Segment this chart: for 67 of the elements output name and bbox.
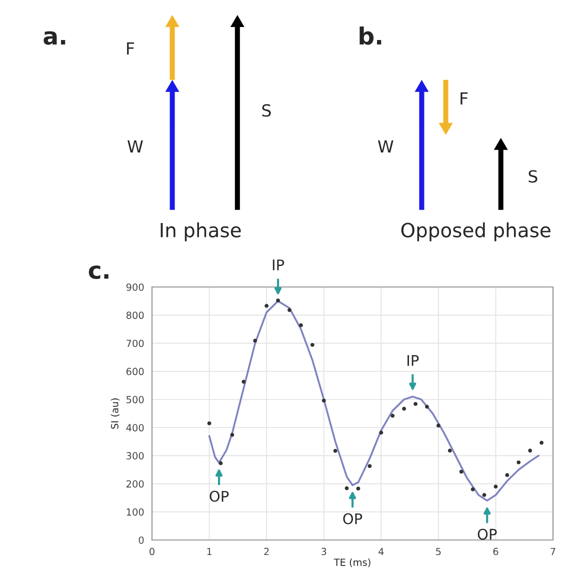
point xyxy=(436,424,440,428)
y-tick-label: 200 xyxy=(126,480,144,488)
text: F xyxy=(127,42,134,55)
annotation: IP xyxy=(272,260,284,270)
y-tick-label: 500 xyxy=(126,396,144,404)
point xyxy=(482,493,486,497)
point xyxy=(505,473,510,478)
text: Opposed phase xyxy=(401,222,550,242)
y-tick-label: 300 xyxy=(126,452,144,460)
annotation: IP xyxy=(408,355,419,366)
point xyxy=(207,421,212,426)
x-tick-label: 7 xyxy=(550,548,556,556)
annotation: OP xyxy=(343,513,362,524)
point xyxy=(298,323,303,328)
annotation: OP xyxy=(478,528,497,540)
point xyxy=(516,460,521,464)
y-tick-label: 600 xyxy=(126,368,144,376)
line-series xyxy=(208,300,540,502)
text: S xyxy=(262,104,271,117)
y-tick-label: 100 xyxy=(126,508,144,516)
text: F xyxy=(460,92,468,105)
text: W xyxy=(128,140,143,152)
y-tick-label: 0 xyxy=(138,536,144,544)
point xyxy=(379,430,384,435)
point xyxy=(494,484,498,489)
text: W xyxy=(378,140,394,152)
point xyxy=(264,304,269,308)
point xyxy=(276,298,280,302)
point xyxy=(402,406,406,411)
y-tick-label: 800 xyxy=(126,312,144,319)
point xyxy=(288,308,292,312)
point xyxy=(230,432,234,437)
point xyxy=(390,414,395,418)
text: In phase xyxy=(160,222,241,242)
point xyxy=(448,448,452,453)
x-tick-label: 4 xyxy=(378,548,384,556)
point xyxy=(356,486,360,491)
point xyxy=(310,342,314,347)
point xyxy=(368,464,372,468)
point xyxy=(425,404,429,409)
x-tick-label: 6 xyxy=(493,548,498,556)
point xyxy=(218,461,223,466)
y-tick-label: 700 xyxy=(126,340,144,348)
annotation: OP xyxy=(210,490,229,502)
chart-title: c. xyxy=(88,265,108,279)
x-tick-label: 1 xyxy=(207,548,212,556)
x-tick-label: 3 xyxy=(322,548,326,556)
text: a. xyxy=(44,31,66,45)
point xyxy=(540,440,544,445)
point xyxy=(253,338,258,343)
point xyxy=(242,380,246,384)
y-tick-label: 400 xyxy=(126,424,144,432)
point xyxy=(344,486,349,490)
y-axis-title: SI (au) xyxy=(110,398,120,429)
x-tick-label: 5 xyxy=(436,548,441,556)
point xyxy=(322,398,326,403)
point xyxy=(528,448,532,453)
y-tick-label: 900 xyxy=(126,283,144,291)
text: b. xyxy=(360,26,382,45)
x-tick-label: 2 xyxy=(264,548,269,556)
text: S xyxy=(528,170,538,183)
point xyxy=(470,487,475,492)
x-axis-title: TE (ms) xyxy=(334,558,370,568)
point xyxy=(333,448,338,453)
x-tick-label: 0 xyxy=(150,548,154,556)
point xyxy=(459,470,464,474)
point xyxy=(414,402,418,406)
